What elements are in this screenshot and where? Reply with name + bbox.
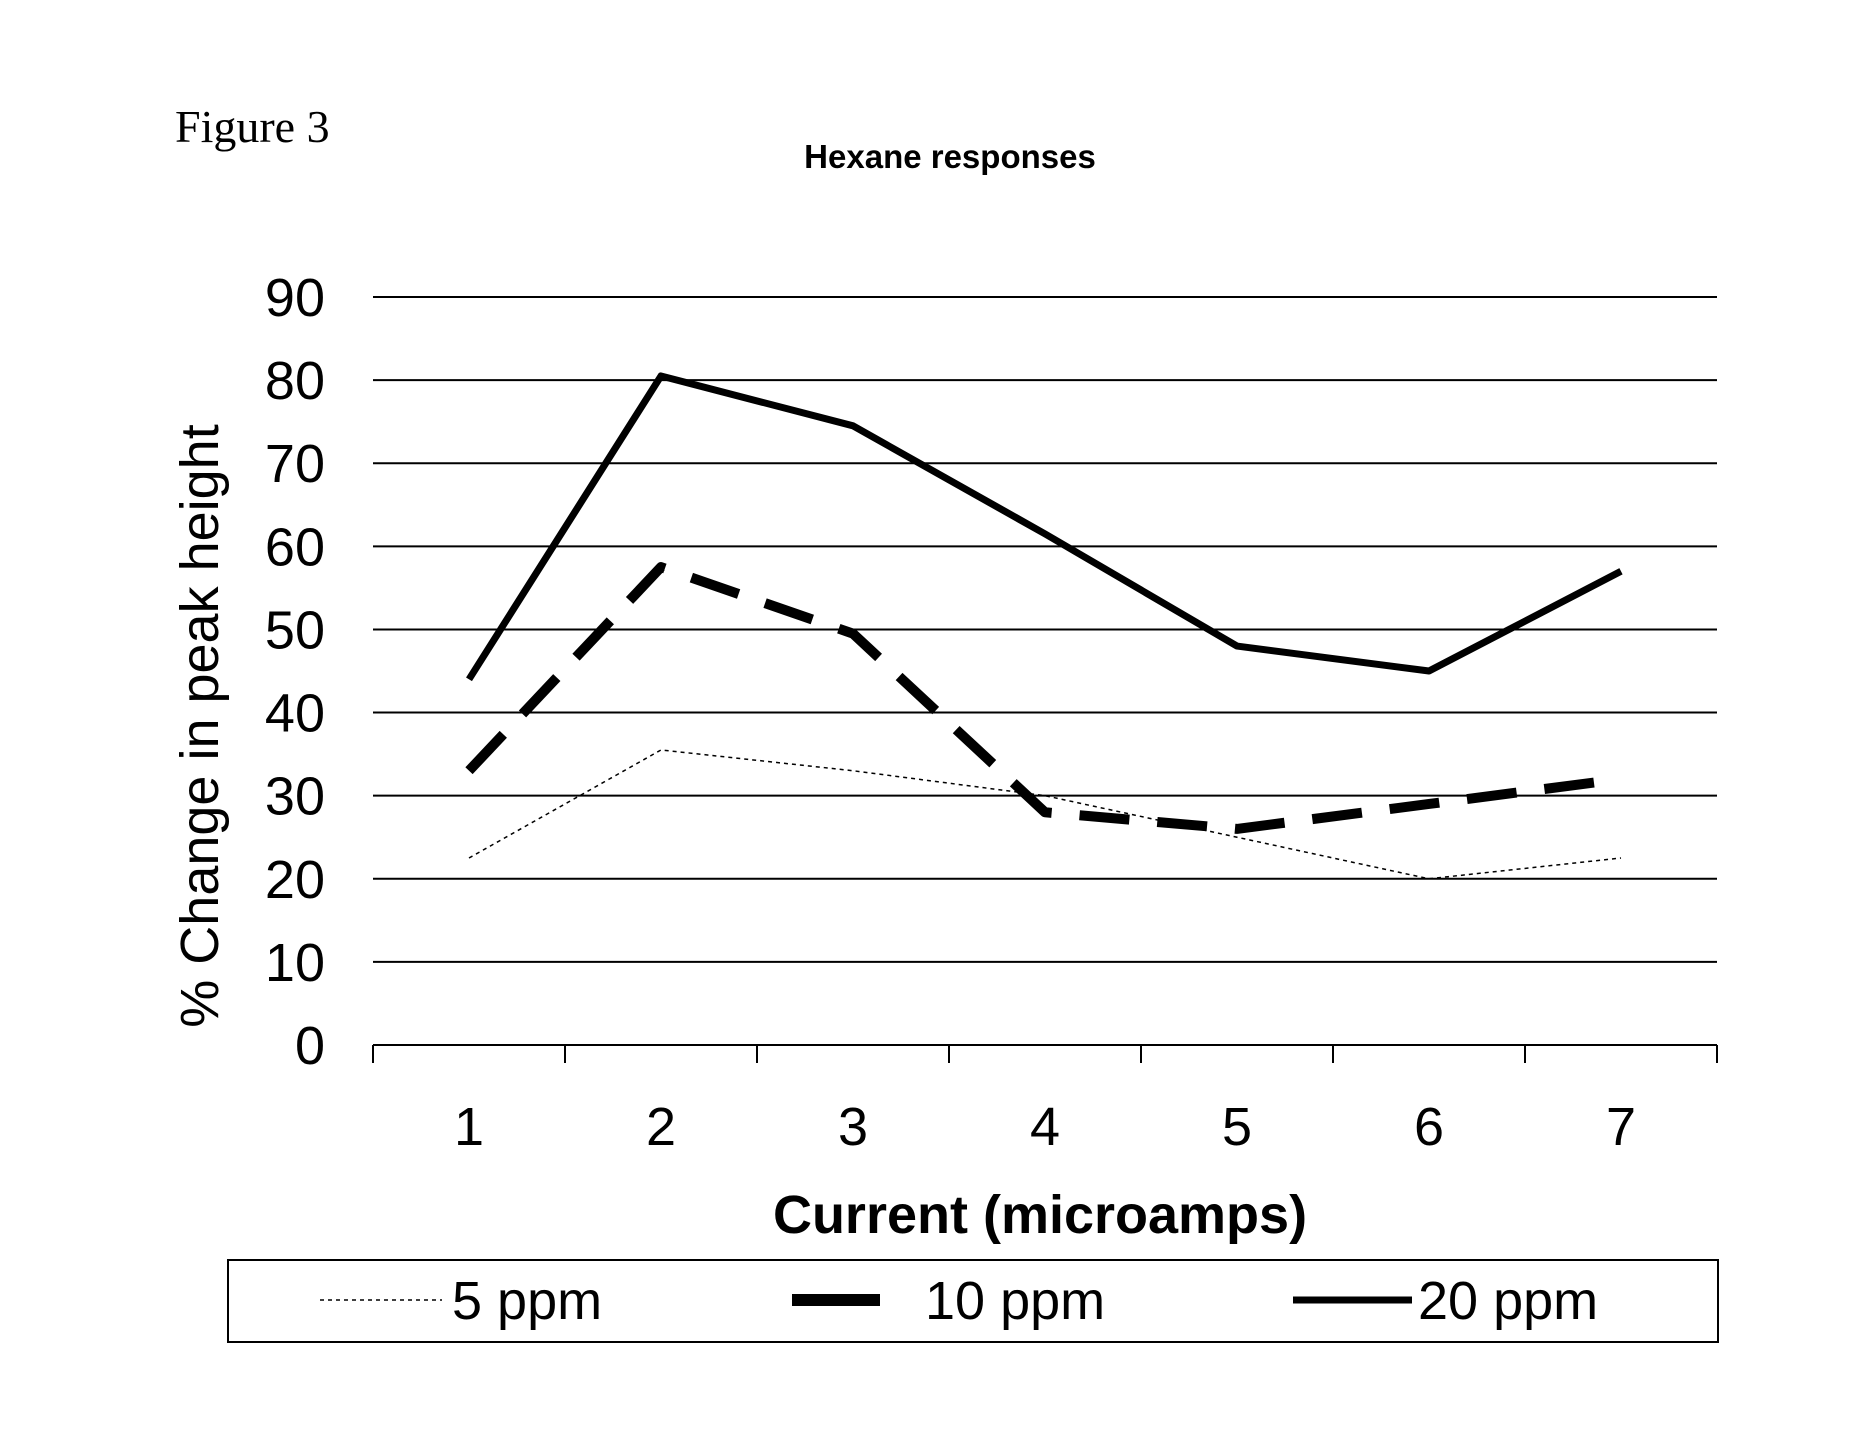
y-tick-labels: 0 10 20 30 40 50 60 70 80 90 — [265, 268, 325, 1076]
x-tick-labels: 1 2 3 4 5 6 7 — [454, 1097, 1636, 1157]
x-axis-label: Current (microamps) — [773, 1185, 1307, 1245]
x-tick-label: 6 — [1414, 1097, 1444, 1157]
legend-label: 10 ppm — [925, 1271, 1105, 1331]
x-tick-label: 4 — [1030, 1097, 1060, 1157]
y-tick-label: 90 — [265, 268, 325, 328]
x-tick-label: 5 — [1222, 1097, 1252, 1157]
chart-title: Hexane responses — [804, 138, 1096, 175]
x-tick-label: 3 — [838, 1097, 868, 1157]
y-tick-label: 80 — [265, 351, 325, 411]
y-tick-label: 10 — [265, 933, 325, 993]
y-tick-label: 0 — [295, 1016, 325, 1076]
y-tick-label: 20 — [265, 850, 325, 910]
y-axis-label: % Change in peak height — [170, 424, 230, 1027]
x-tick-label: 7 — [1606, 1097, 1636, 1157]
legend-label: 20 ppm — [1418, 1271, 1598, 1331]
y-tick-label: 30 — [265, 767, 325, 827]
y-tick-label: 60 — [265, 517, 325, 577]
series-lines — [469, 376, 1621, 879]
series-line-20-ppm — [469, 376, 1621, 679]
series-line-10-ppm — [469, 567, 1621, 829]
y-tick-label: 50 — [265, 600, 325, 660]
axes — [373, 1045, 1717, 1063]
y-tick-label: 40 — [265, 684, 325, 744]
legend: 5 ppm 10 ppm 20 ppm — [228, 1260, 1718, 1342]
x-tick-label: 2 — [646, 1097, 676, 1157]
legend-label: 5 ppm — [452, 1271, 602, 1331]
y-tick-label: 70 — [265, 434, 325, 494]
x-tick-label: 1 — [454, 1097, 484, 1157]
